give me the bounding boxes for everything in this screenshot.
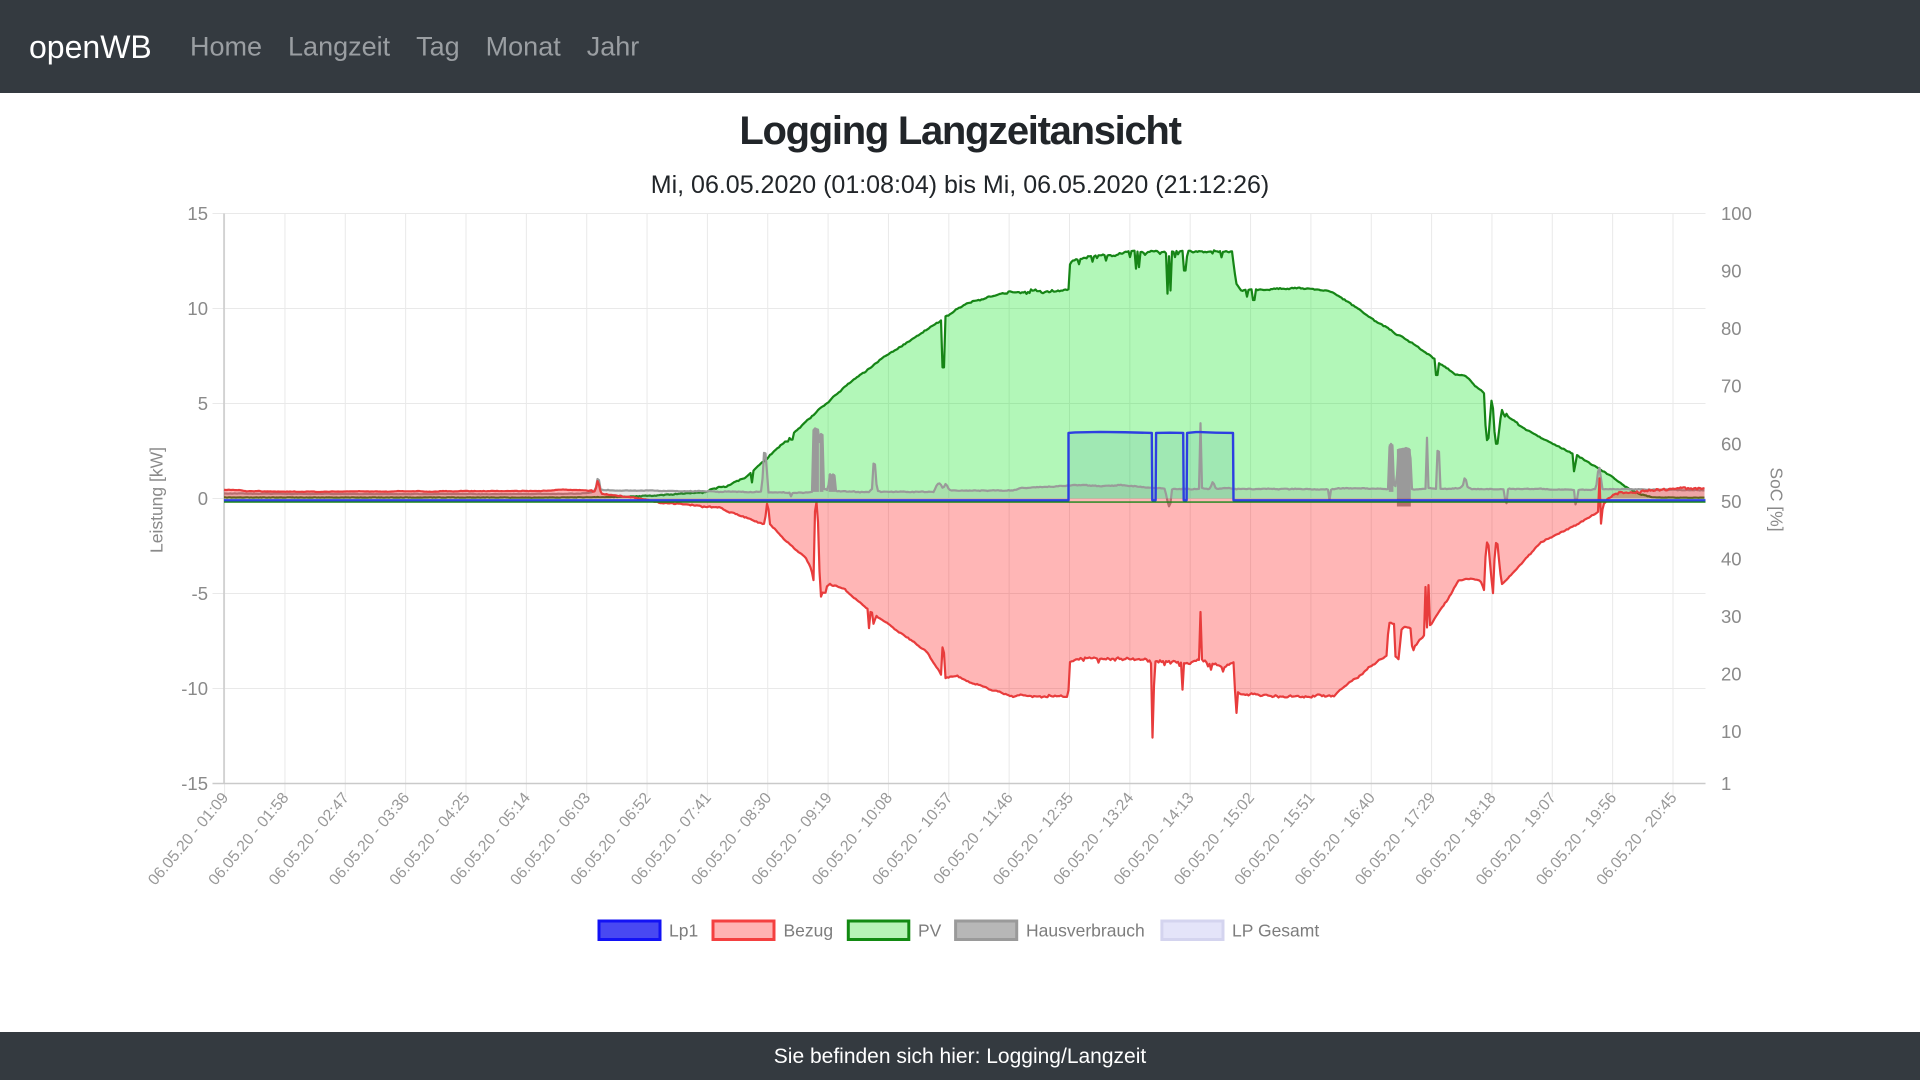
- svg-text:20: 20: [1721, 664, 1742, 685]
- svg-text:0: 0: [198, 488, 208, 509]
- svg-text:100: 100: [1721, 203, 1752, 224]
- svg-text:10: 10: [1721, 721, 1742, 742]
- svg-text:LP Gesamt: LP Gesamt: [1232, 921, 1319, 941]
- svg-text:PV: PV: [918, 921, 942, 941]
- svg-text:Hausverbrauch: Hausverbrauch: [1026, 921, 1145, 941]
- svg-text:90: 90: [1721, 261, 1742, 282]
- svg-text:1: 1: [1721, 773, 1731, 794]
- svg-text:-5: -5: [192, 583, 208, 604]
- svg-text:30: 30: [1721, 606, 1742, 627]
- svg-text:SoC [%]: SoC [%]: [1767, 467, 1787, 531]
- svg-text:10: 10: [187, 298, 208, 319]
- svg-text:40: 40: [1721, 549, 1742, 570]
- svg-text:-10: -10: [181, 678, 208, 699]
- svg-text:80: 80: [1721, 318, 1742, 339]
- svg-text:50: 50: [1721, 491, 1742, 512]
- svg-text:Lp1: Lp1: [669, 921, 698, 941]
- svg-text:60: 60: [1721, 433, 1742, 454]
- svg-text:Leistung [kW]: Leistung [kW]: [147, 447, 167, 553]
- svg-text:-15: -15: [181, 773, 208, 794]
- svg-text:5: 5: [198, 393, 208, 414]
- svg-text:15: 15: [187, 203, 208, 224]
- svg-text:70: 70: [1721, 376, 1742, 397]
- svg-text:Bezug: Bezug: [784, 921, 834, 941]
